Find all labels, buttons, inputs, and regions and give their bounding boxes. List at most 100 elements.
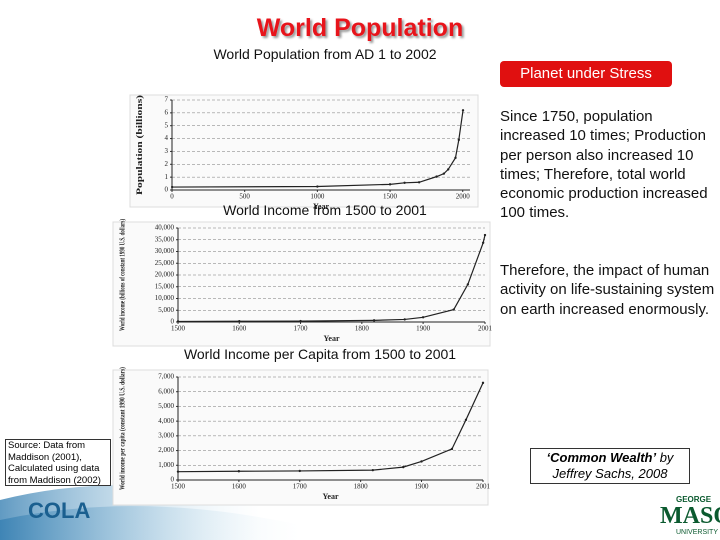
logo-left: COLA bbox=[28, 498, 91, 523]
y-tick-label: 2,000 bbox=[158, 446, 174, 454]
y-tick-label: 40,000 bbox=[155, 224, 175, 232]
data-point bbox=[461, 109, 465, 112]
data-point bbox=[452, 308, 455, 311]
data-point bbox=[237, 470, 241, 473]
data-point bbox=[464, 418, 468, 422]
data-point bbox=[298, 469, 301, 473]
x-tick-label: 1800 bbox=[355, 325, 370, 333]
x-tick-label: 1700 bbox=[294, 325, 309, 333]
data-point bbox=[316, 185, 319, 188]
data-point bbox=[176, 320, 180, 323]
x-tick-label: 2001 bbox=[478, 325, 493, 333]
x-tick-label: 500 bbox=[239, 193, 250, 201]
data-point bbox=[421, 316, 425, 319]
y-tick-label: 5 bbox=[165, 121, 169, 129]
y-tick-label: 5,000 bbox=[158, 402, 174, 410]
y-tick-label: 0 bbox=[171, 318, 175, 326]
y-tick-label: 6 bbox=[165, 108, 169, 116]
data-point bbox=[481, 241, 485, 245]
chart-title: World Income per Capita from 1500 to 200… bbox=[183, 346, 457, 362]
y-tick-label: 1 bbox=[165, 173, 169, 181]
data-point bbox=[454, 156, 457, 160]
data-point bbox=[372, 319, 376, 322]
source-note: Source: Data from Maddison (2001), Calcu… bbox=[5, 439, 111, 486]
stress-box: Planet under Stress bbox=[500, 61, 672, 87]
x-axis-label: Year bbox=[313, 202, 329, 211]
x-tick-label: 1500 bbox=[171, 483, 186, 491]
data-point bbox=[450, 447, 454, 451]
data-point bbox=[446, 168, 450, 171]
data-point bbox=[435, 175, 438, 178]
data-point bbox=[457, 138, 461, 142]
chart-title: World Population from AD 1 to 2002 bbox=[213, 46, 437, 62]
citation-title: ‘Common Wealth’ bbox=[546, 450, 657, 465]
y-tick-label: 1,000 bbox=[158, 461, 174, 469]
data-point bbox=[170, 185, 174, 189]
x-tick-label: 1500 bbox=[383, 193, 398, 201]
y-tick-label: 7 bbox=[165, 96, 169, 104]
slide-title: World Population bbox=[256, 14, 464, 42]
y-axis-label: World income per capita (constant 1990 U… bbox=[118, 367, 127, 490]
data-point bbox=[388, 183, 392, 186]
x-tick-label: 1000 bbox=[310, 193, 325, 201]
data-point bbox=[442, 172, 446, 175]
data-point bbox=[483, 233, 487, 237]
y-tick-label: 30,000 bbox=[155, 247, 175, 255]
chart-panel bbox=[129, 94, 479, 208]
x-tick-label: 2001 bbox=[476, 483, 491, 491]
x-axis-label: Year bbox=[323, 492, 339, 501]
data-point bbox=[176, 470, 180, 473]
axes bbox=[177, 377, 483, 481]
citation-rest: by Jeffrey Sachs, 2008 bbox=[552, 450, 674, 481]
x-tick-label: 1900 bbox=[415, 483, 430, 491]
data-point bbox=[403, 318, 406, 321]
y-tick-label: 3,000 bbox=[158, 431, 174, 439]
chart-title: World Income from 1500 to 2001 bbox=[223, 202, 427, 218]
x-tick-label: 1700 bbox=[293, 483, 308, 491]
logo-right: MASON bbox=[660, 503, 720, 529]
y-tick-label: 0 bbox=[171, 476, 175, 484]
x-tick-label: 2000 bbox=[456, 193, 471, 201]
y-tick-label: 3 bbox=[165, 147, 169, 155]
data-point bbox=[466, 283, 470, 286]
x-tick-label: 0 bbox=[170, 193, 174, 201]
y-tick-label: 0 bbox=[165, 186, 169, 194]
y-axis-label: Population (billions) bbox=[135, 95, 144, 195]
y-tick-label: 10,000 bbox=[155, 294, 175, 302]
paragraph: Therefore, the impact of human activity … bbox=[500, 262, 715, 318]
y-tick-label: 15,000 bbox=[155, 282, 175, 290]
y-tick-label: 25,000 bbox=[155, 259, 175, 267]
data-point bbox=[238, 320, 241, 323]
y-tick-label: 35,000 bbox=[155, 235, 175, 243]
chart-panel bbox=[112, 221, 491, 347]
x-tick-label: 1600 bbox=[232, 325, 247, 333]
citation: ‘Common Wealth’ by Jeffrey Sachs, 2008 bbox=[530, 448, 690, 484]
data-line bbox=[177, 234, 486, 323]
chart-panel bbox=[112, 369, 489, 506]
x-tick-label: 1600 bbox=[232, 483, 247, 491]
x-tick-label: 1900 bbox=[416, 325, 431, 333]
y-tick-label: 2 bbox=[165, 160, 169, 168]
wave bbox=[0, 506, 300, 540]
y-tick-label: 7,000 bbox=[158, 373, 174, 381]
y-tick-label: 4,000 bbox=[158, 417, 174, 425]
data-point bbox=[417, 181, 421, 184]
logo-right-bottom: UNIVERSITY bbox=[676, 529, 719, 536]
data-point bbox=[402, 465, 405, 469]
x-tick-label: 1800 bbox=[354, 483, 369, 491]
y-tick-label: 20,000 bbox=[155, 271, 175, 279]
data-point bbox=[371, 468, 375, 472]
data-point bbox=[420, 460, 423, 463]
paragraph: Since 1750, population increased 10 time… bbox=[500, 108, 708, 222]
y-tick-label: 4 bbox=[165, 134, 169, 142]
axes bbox=[171, 100, 470, 191]
x-tick-label: 1500 bbox=[171, 325, 186, 333]
x-axis-label: Year bbox=[324, 334, 340, 343]
y-tick-label: 6,000 bbox=[158, 387, 174, 395]
data-point bbox=[299, 319, 302, 323]
y-axis-label: World income (billions of constant 1990 … bbox=[118, 219, 127, 331]
data-point bbox=[403, 181, 406, 184]
y-tick-label: 5,000 bbox=[158, 306, 174, 314]
